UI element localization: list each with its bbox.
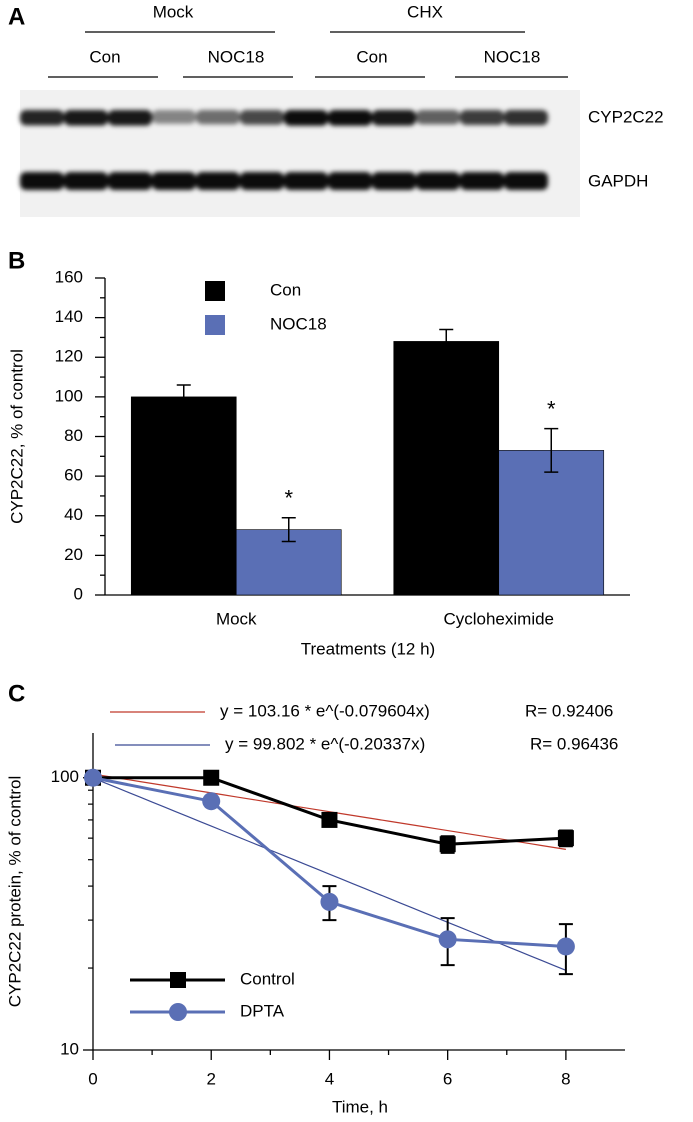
y-tick-label: 20	[64, 545, 83, 564]
subgroup-label: NOC18	[208, 47, 265, 66]
band	[240, 110, 284, 125]
y-tick-label: 100	[55, 386, 83, 405]
legend-swatch	[205, 315, 225, 335]
y-axis-label: CYP2C22, % of control	[7, 349, 26, 524]
legend-marker	[170, 972, 186, 988]
fit-curve	[92, 777, 567, 971]
legend-swatch	[205, 281, 225, 301]
band	[240, 172, 284, 190]
x-tick-label: 0	[88, 1069, 97, 1088]
marker	[84, 768, 102, 787]
band	[20, 172, 64, 190]
subgroup-label: Con	[89, 47, 120, 66]
band	[64, 172, 108, 190]
panel-label: B	[8, 247, 25, 274]
band	[152, 110, 196, 124]
y-tick-label: 60	[64, 466, 83, 485]
x-axis-label: Treatments (12 h)	[301, 639, 435, 658]
bar	[130, 396, 237, 596]
error-bar	[176, 384, 191, 410]
series-line	[92, 776, 566, 948]
panel-label: C	[8, 680, 25, 707]
legend-label: NOC18	[270, 314, 327, 333]
band	[20, 110, 64, 126]
blot-bands	[20, 110, 548, 190]
y-tick-label: 80	[64, 426, 83, 445]
blot-image	[20, 90, 580, 217]
x-tick-label: Mock	[216, 609, 257, 628]
fit-r: R= 0.92406	[525, 701, 613, 720]
band	[108, 172, 152, 190]
marker	[557, 830, 574, 847]
band	[504, 110, 548, 126]
marker	[438, 930, 457, 949]
bar	[393, 341, 500, 596]
band	[152, 172, 196, 190]
band	[108, 110, 152, 126]
x-tick-label: Cycloheximide	[443, 609, 554, 628]
bar	[498, 450, 605, 596]
marker	[202, 792, 221, 811]
fit-equation: y = 99.802 * e^(-0.20337x)	[225, 734, 425, 753]
band	[328, 110, 372, 126]
marker	[321, 811, 338, 828]
fit-equation: y = 103.16 * e^(-0.079604x)	[220, 701, 430, 720]
y-tick-label: 40	[64, 505, 83, 524]
y-tick-label: 140	[55, 307, 83, 326]
band	[372, 110, 416, 126]
subgroup-label: NOC18	[484, 47, 541, 66]
band	[460, 110, 504, 125]
band-label: GAPDH	[588, 171, 648, 190]
y-tick-label: 0	[74, 584, 83, 603]
legend-label: Control	[240, 969, 295, 988]
legend-marker	[169, 1003, 187, 1021]
band	[460, 172, 504, 190]
x-tick-label: 8	[561, 1069, 570, 1088]
fit-curve	[92, 773, 566, 850]
y-axis-label: CYP2C22 protein, % of control	[5, 776, 24, 1008]
error-bar	[281, 516, 296, 543]
band	[284, 110, 328, 126]
legend-label: Con	[270, 280, 301, 299]
group-label: Mock	[153, 2, 194, 21]
x-axis-label: Time, h	[332, 1097, 388, 1116]
panel-label: A	[8, 3, 25, 30]
marker	[203, 769, 220, 786]
band	[196, 172, 240, 190]
error-bar	[439, 328, 454, 355]
x-tick-label: 2	[206, 1069, 215, 1088]
x-tick-label: 4	[325, 1069, 334, 1088]
legend-label: DPTA	[240, 1001, 285, 1020]
y-tick-label: 160	[55, 267, 83, 286]
band	[416, 172, 460, 190]
subgroup-label: Con	[356, 47, 387, 66]
series-line	[93, 776, 566, 846]
band	[372, 172, 416, 190]
y-tick-label: 10	[60, 1039, 79, 1058]
significance-mark: *	[547, 396, 556, 421]
group-label: CHX	[407, 2, 443, 21]
marker	[556, 937, 575, 956]
band	[284, 172, 328, 190]
band	[196, 110, 240, 125]
fit-r: R= 0.96436	[530, 734, 618, 753]
marker	[439, 836, 456, 853]
error-bar	[544, 427, 559, 473]
marker	[320, 892, 339, 911]
band	[64, 110, 108, 126]
y-tick-label: 100	[51, 767, 79, 786]
x-tick-label: 6	[443, 1069, 452, 1088]
significance-mark: *	[284, 486, 293, 511]
band-label: CYP2C22	[588, 107, 664, 126]
band	[504, 172, 548, 190]
band	[328, 172, 372, 190]
band	[416, 110, 460, 125]
blot-header	[48, 31, 568, 78]
y-tick-label: 120	[55, 347, 83, 366]
